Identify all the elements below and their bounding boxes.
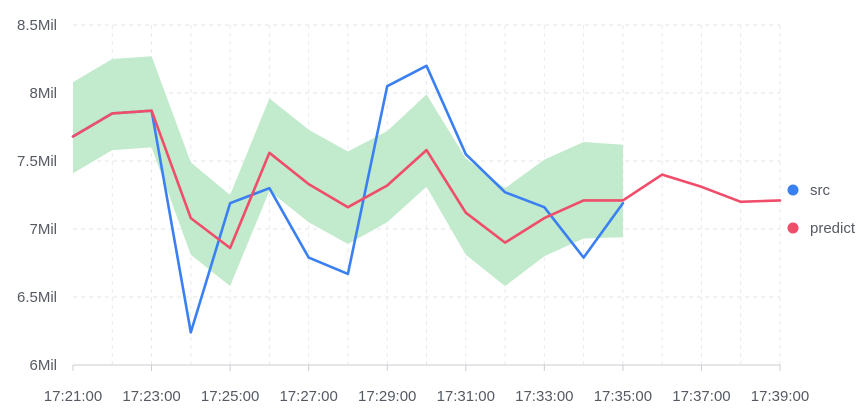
legend-marker-src[interactable] [787, 184, 799, 196]
x-tick-label: 17:23:00 [122, 388, 180, 405]
x-tick-label: 17:27:00 [279, 388, 337, 405]
y-tick-label: 8Mil [29, 85, 57, 102]
y-tick-label: 8.5Mil [17, 17, 57, 34]
y-axis-ticks: 6Mil 6.5Mil 7Mil 7.5Mil 8Mil 8.5Mil [17, 17, 57, 374]
legend: src predict [787, 182, 856, 237]
y-tick-label: 7.5Mil [17, 153, 57, 170]
y-tick-label: 6.5Mil [17, 289, 57, 306]
series-line-predict [71, 109, 782, 250]
y-tick-label: 6Mil [29, 357, 57, 374]
legend-marker-predict[interactable] [787, 222, 799, 234]
y-tick-label: 7Mil [29, 221, 57, 238]
series-layer [71, 64, 782, 334]
x-tick-label: 17:35:00 [594, 388, 652, 405]
series-line-src [71, 64, 625, 334]
x-tick-label: 17:39:00 [751, 388, 809, 405]
x-tick-label: 17:37:00 [672, 388, 730, 405]
x-axis-ticks: 17:21:00 17:23:00 17:25:00 17:27:00 17:29:00… [44, 365, 809, 405]
x-tick-label: 17:29:00 [358, 388, 416, 405]
legend-label-predict[interactable]: predict [810, 220, 856, 237]
x-tick-label: 17:31:00 [437, 388, 495, 405]
legend-label-src[interactable]: src [810, 182, 830, 199]
x-tick-label: 17:25:00 [201, 388, 259, 405]
x-tick-label: 17:33:00 [515, 388, 573, 405]
x-tick-label: 17:21:00 [44, 388, 102, 405]
